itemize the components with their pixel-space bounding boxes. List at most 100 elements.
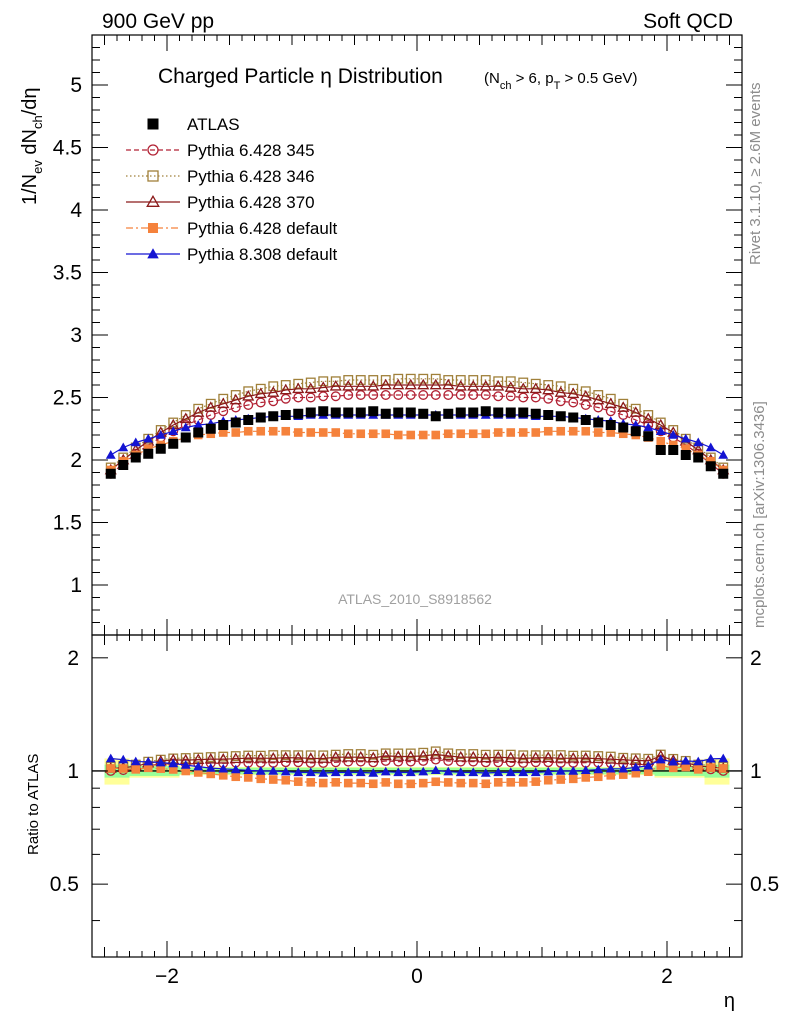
y-tick-label: 4.5 (53, 137, 82, 160)
data-point (643, 422, 654, 432)
data-point (493, 428, 503, 437)
y-axis-title: 1/Nev dNch/dη (19, 87, 45, 205)
data-point (429, 748, 442, 759)
data-point (330, 757, 341, 768)
data-point (543, 426, 553, 436)
data-point (268, 381, 279, 392)
data-point (317, 752, 330, 763)
ratio-series-4 (106, 761, 728, 789)
ratio-y-tick-label-left: 0.5 (50, 873, 79, 896)
chart-title-group: Charged Particle η Distribution (Nch > 6… (158, 65, 637, 92)
data-point (555, 396, 566, 407)
data-point (543, 393, 554, 404)
data-point (418, 373, 429, 384)
data-point (230, 764, 241, 774)
data-point (505, 376, 516, 387)
data-point (531, 428, 541, 437)
data-point (618, 763, 629, 773)
data-point (218, 763, 229, 773)
data-point (656, 436, 666, 446)
data-point (242, 389, 255, 401)
data-point (430, 411, 441, 422)
data-point (554, 386, 567, 397)
data-point (468, 375, 479, 385)
data-point (267, 386, 280, 397)
data-point (518, 428, 528, 437)
data-point (643, 760, 654, 770)
data-point (668, 763, 678, 773)
ratio-panel-series (104, 746, 730, 789)
data-point (643, 767, 653, 777)
data-point (143, 433, 154, 443)
data-point (718, 764, 728, 773)
data-point (342, 750, 355, 762)
data-point (193, 761, 204, 771)
data-point (305, 407, 316, 418)
data-point (605, 751, 616, 762)
data-point (454, 379, 467, 391)
ratio-y-tick-label-left: 2 (67, 647, 79, 670)
data-point (254, 387, 267, 399)
data-point (279, 383, 292, 395)
data-point (255, 397, 266, 408)
series-3 (104, 378, 730, 475)
data-point (293, 777, 303, 786)
data-point (468, 429, 478, 439)
data-point (404, 750, 417, 761)
data-point (580, 386, 591, 397)
legend-label: Pythia 6.428 default (187, 219, 338, 238)
data-point (468, 749, 479, 760)
data-point (493, 757, 504, 768)
data-point (254, 751, 267, 763)
data-point (455, 407, 466, 418)
data-point (293, 408, 304, 419)
data-point (147, 118, 159, 130)
data-point (243, 386, 254, 397)
data-point (443, 766, 454, 776)
data-point (543, 410, 554, 420)
data-point (231, 428, 241, 437)
data-point (568, 774, 578, 784)
data-point (268, 775, 278, 784)
data-point (706, 763, 716, 772)
data-point (580, 765, 591, 774)
data-point (204, 401, 217, 412)
data-point (168, 765, 178, 774)
data-point (230, 417, 241, 428)
data-point (443, 748, 454, 759)
data-point (417, 749, 430, 761)
data-point (442, 749, 455, 761)
data-point (543, 380, 554, 390)
data-point (443, 408, 454, 419)
data-point (156, 764, 166, 773)
data-point (146, 194, 160, 207)
y-tick-label: 2.5 (53, 387, 82, 410)
data-point (143, 448, 154, 459)
data-point (443, 756, 454, 766)
legend-label: Pythia 6.428 370 (187, 193, 315, 212)
data-point (555, 750, 566, 761)
data-point (430, 765, 441, 774)
data-point (354, 379, 367, 391)
data-point (593, 772, 603, 782)
data-point (580, 750, 591, 761)
data-point (505, 749, 516, 760)
data-point (606, 428, 616, 437)
ratio-frame (91, 634, 743, 958)
analysis-label: ATLAS_2010_S8918562 (338, 591, 492, 607)
data-point (405, 407, 416, 418)
data-point (555, 411, 566, 422)
data-point (304, 382, 317, 394)
header-right: Soft QCD (643, 10, 733, 33)
data-point (467, 750, 480, 762)
data-point (680, 450, 691, 460)
data-point (305, 392, 316, 403)
data-point (506, 778, 516, 787)
data-point (106, 764, 116, 773)
data-point (655, 445, 666, 455)
data-point (493, 749, 504, 760)
ratio-y-tick-label-right: 0.5 (750, 873, 779, 896)
data-point (480, 406, 491, 417)
data-point (655, 754, 666, 764)
data-point (393, 430, 403, 440)
